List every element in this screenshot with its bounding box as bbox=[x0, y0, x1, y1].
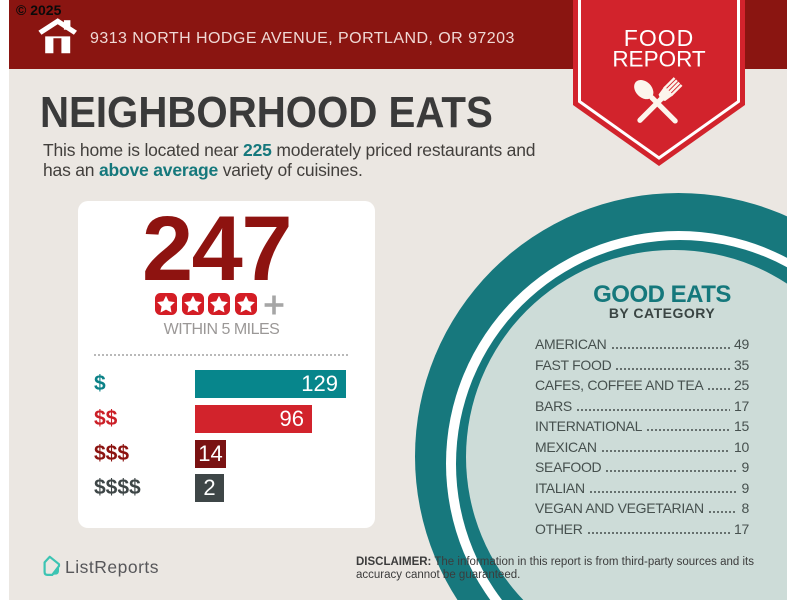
svg-text:FOOD: FOOD bbox=[624, 25, 694, 51]
svg-text:REPORT: REPORT bbox=[612, 47, 706, 72]
